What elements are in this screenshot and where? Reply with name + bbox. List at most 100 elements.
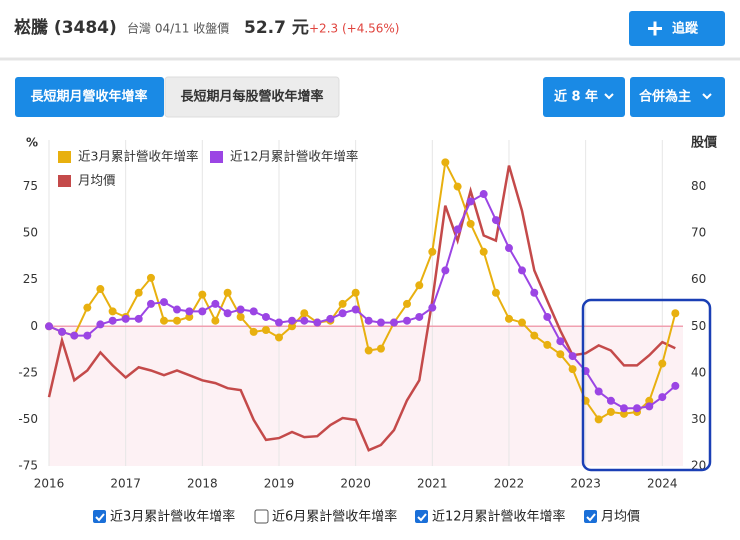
series-marker (453, 182, 462, 191)
series-marker (389, 318, 398, 327)
series-marker (146, 273, 155, 282)
series-marker (543, 340, 552, 349)
series-marker (261, 312, 270, 321)
series-marker (619, 404, 628, 413)
x-tick-label: 2018 (187, 477, 218, 491)
series-marker (146, 299, 155, 308)
series-marker (274, 318, 283, 327)
series-marker (606, 407, 615, 416)
toggle-label: 近3月累計營收年增率 (110, 509, 235, 525)
series-marker (211, 299, 220, 308)
tab-label: 長短期月每股營收年增率 (180, 89, 323, 105)
series-marker (543, 312, 552, 321)
x-tick-label: 2020 (340, 477, 371, 491)
dropdown-label: 合併為主 (639, 89, 691, 105)
x-tick-label: 2022 (494, 477, 525, 491)
series-marker (288, 316, 297, 325)
legend-swatch (210, 151, 223, 163)
check-icon (95, 513, 105, 522)
series-marker (645, 396, 654, 405)
series-marker (441, 266, 450, 275)
series-marker (658, 359, 667, 368)
series-marker (415, 312, 424, 321)
series-marker (96, 285, 105, 294)
series-marker (491, 216, 500, 225)
series-marker (403, 316, 412, 325)
series-marker (198, 307, 207, 316)
series-marker (134, 314, 143, 323)
toggles: 近3月累計營收年增率 近6月累計營收年增率 近12月累計營收年增率 月均價 (93, 509, 640, 525)
series-marker (453, 225, 462, 234)
series-marker (211, 316, 220, 325)
series-marker (185, 312, 194, 321)
series-marker (326, 314, 335, 323)
series-marker (223, 288, 232, 297)
series-marker (236, 312, 245, 321)
series-marker (594, 387, 603, 396)
basis-dropdown[interactable] (630, 77, 725, 117)
tab-label: 長短期月營收年增率 (30, 89, 147, 105)
series-marker (134, 288, 143, 297)
range-dropdown[interactable] (543, 77, 625, 117)
price: 52.7 元 (244, 18, 309, 38)
market-label: 台灣 04/11 收盤價 (127, 21, 229, 36)
series-marker (173, 305, 182, 314)
series-marker (249, 307, 258, 316)
series-marker (351, 305, 360, 314)
series-marker (261, 326, 270, 335)
y2-tick-label: 80 (691, 179, 706, 193)
dropdown-label: 近 8 年 (554, 89, 598, 105)
legend-label: 近12月累計營收年增率 (230, 149, 358, 164)
x-tick-label: 2021 (417, 477, 448, 491)
series-marker (83, 303, 92, 312)
y-tick-label: 50 (23, 226, 38, 240)
stock-name: 崧騰 (3484) (14, 17, 117, 38)
checkbox-checked[interactable] (584, 510, 597, 523)
series-marker (556, 350, 565, 359)
y2-tick-label: 70 (691, 226, 706, 240)
series-marker (633, 404, 642, 413)
checkbox-checked[interactable] (93, 510, 106, 523)
y2-tick-label: 60 (691, 272, 706, 286)
series-marker (108, 316, 117, 325)
x-tick-label: 2017 (110, 477, 141, 491)
follow-button[interactable] (629, 11, 725, 46)
plus-icon (648, 21, 662, 36)
series-marker (159, 298, 168, 307)
checkbox[interactable] (254, 509, 269, 524)
tab-active[interactable] (15, 77, 164, 117)
series-marker (619, 409, 628, 418)
follow-label: 追蹤 (672, 21, 699, 37)
y2-tick-label: 30 (691, 412, 706, 426)
series-marker (45, 322, 53, 331)
series-marker (121, 314, 130, 323)
y-tick-label: 25 (23, 272, 38, 286)
series-marker (530, 331, 539, 340)
series-marker (223, 309, 232, 318)
toggle-label: 月均價 (601, 510, 640, 525)
chevron (604, 93, 614, 100)
header-bg (0, 0, 740, 58)
series-marker (568, 352, 577, 361)
series-marker (466, 197, 475, 206)
series-marker (568, 365, 577, 374)
series-marker (249, 327, 258, 336)
checkbox-checked[interactable] (415, 510, 428, 523)
series-line (47, 165, 676, 452)
tab[interactable] (164, 76, 340, 118)
series-marker (518, 318, 527, 327)
series-marker (556, 337, 565, 346)
series-marker (415, 281, 424, 290)
legend-label: 月均價 (78, 173, 116, 188)
y2-tick-label: 50 (691, 319, 706, 333)
series-marker (671, 381, 680, 390)
series-marker (96, 320, 105, 329)
y-tick-label: 75 (23, 179, 38, 193)
series-marker (594, 415, 603, 424)
x-tick-label: 2019 (264, 477, 295, 491)
series-marker (441, 158, 450, 167)
legend-label: 近3月累計營收年增率 (78, 149, 198, 164)
series-marker (274, 333, 283, 342)
series-marker (479, 247, 488, 256)
